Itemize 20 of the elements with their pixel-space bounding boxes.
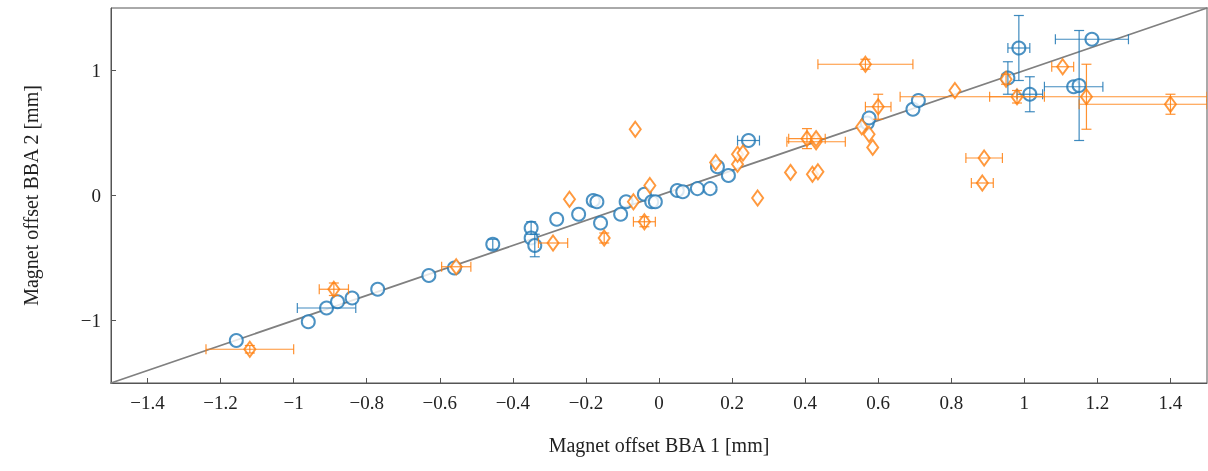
x-tick-label: −0.4	[495, 392, 531, 413]
x-tick-label: 0	[654, 392, 664, 413]
x-tick-label: 1.4	[1158, 392, 1183, 413]
y-tick-label: −1	[80, 310, 101, 331]
x-tick-label: −1.4	[130, 392, 166, 413]
x-tick-label: 0.2	[720, 392, 744, 413]
x-tick-label: −0.6	[422, 392, 458, 413]
x-tick-label: 1.2	[1085, 392, 1110, 413]
x-tick-label: −1	[283, 392, 304, 413]
x-axis-title: Magnet offset BBA 1 [mm]	[548, 434, 770, 457]
x-tick-label: 0.8	[939, 392, 964, 413]
x-tick-label: 0.6	[866, 392, 891, 413]
y-tick-label: 0	[91, 185, 101, 206]
x-tick-label: 0.4	[793, 392, 818, 413]
y-tick-label: 1	[91, 60, 101, 81]
x-tick-label: 1	[1019, 392, 1030, 413]
x-tick-label: −0.8	[349, 392, 384, 413]
x-tick-label: −1.2	[203, 392, 238, 413]
x-tick-label: −0.2	[568, 392, 604, 413]
y-axis-title: Magnet offset BBA 2 [mm]	[20, 85, 43, 306]
